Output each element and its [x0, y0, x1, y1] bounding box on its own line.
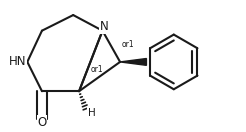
- Text: or1: or1: [91, 65, 103, 74]
- Polygon shape: [120, 58, 146, 65]
- Text: HN: HN: [9, 55, 26, 68]
- Text: or1: or1: [122, 40, 135, 49]
- Text: N: N: [100, 20, 109, 33]
- Text: O: O: [37, 116, 46, 129]
- Text: H: H: [88, 108, 96, 118]
